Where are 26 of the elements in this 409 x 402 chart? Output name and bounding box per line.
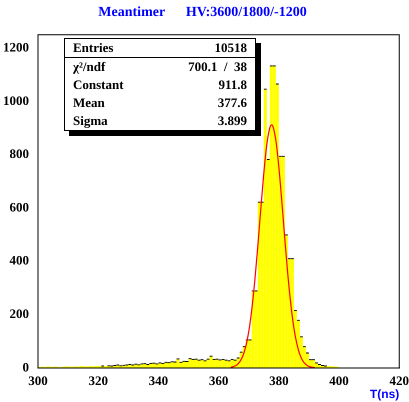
chart-title: Meantimer HV:3600/1800/-1200 [98,5,307,20]
annotation: 3.899 [218,113,247,129]
x-tick-label: 400 [329,373,349,388]
annotation: 10518 [214,40,247,56]
y-tick-label: 0 [22,359,29,374]
annotation: Entries [73,40,114,56]
y-tick-label: 400 [10,252,29,268]
y-tick-label: 600 [10,199,29,214]
x-tick-label: 360 [208,373,228,388]
annotation: χ²/ndf [73,59,106,75]
x-tick-label: 300 [28,373,48,388]
annotation: 700.1 / 38 [188,59,247,75]
annotation: Constant [73,77,124,93]
x-axis-title: T(ns) [370,387,400,402]
y-tick-label: 1000 [3,92,29,108]
annotation: 377.6 [218,95,247,111]
x-tick-label: 420 [390,373,409,388]
y-tick-label: 200 [10,306,29,322]
x-tick-label: 340 [148,373,168,388]
y-tick-label: 800 [10,146,29,162]
annotation: 911.8 [218,77,247,93]
annotation: Sigma [73,113,108,129]
annotation: Mean [73,95,105,111]
x-tick-label: 380 [269,373,289,388]
x-tick-label: 320 [88,373,108,388]
y-tick-label: 1200 [3,39,29,54]
